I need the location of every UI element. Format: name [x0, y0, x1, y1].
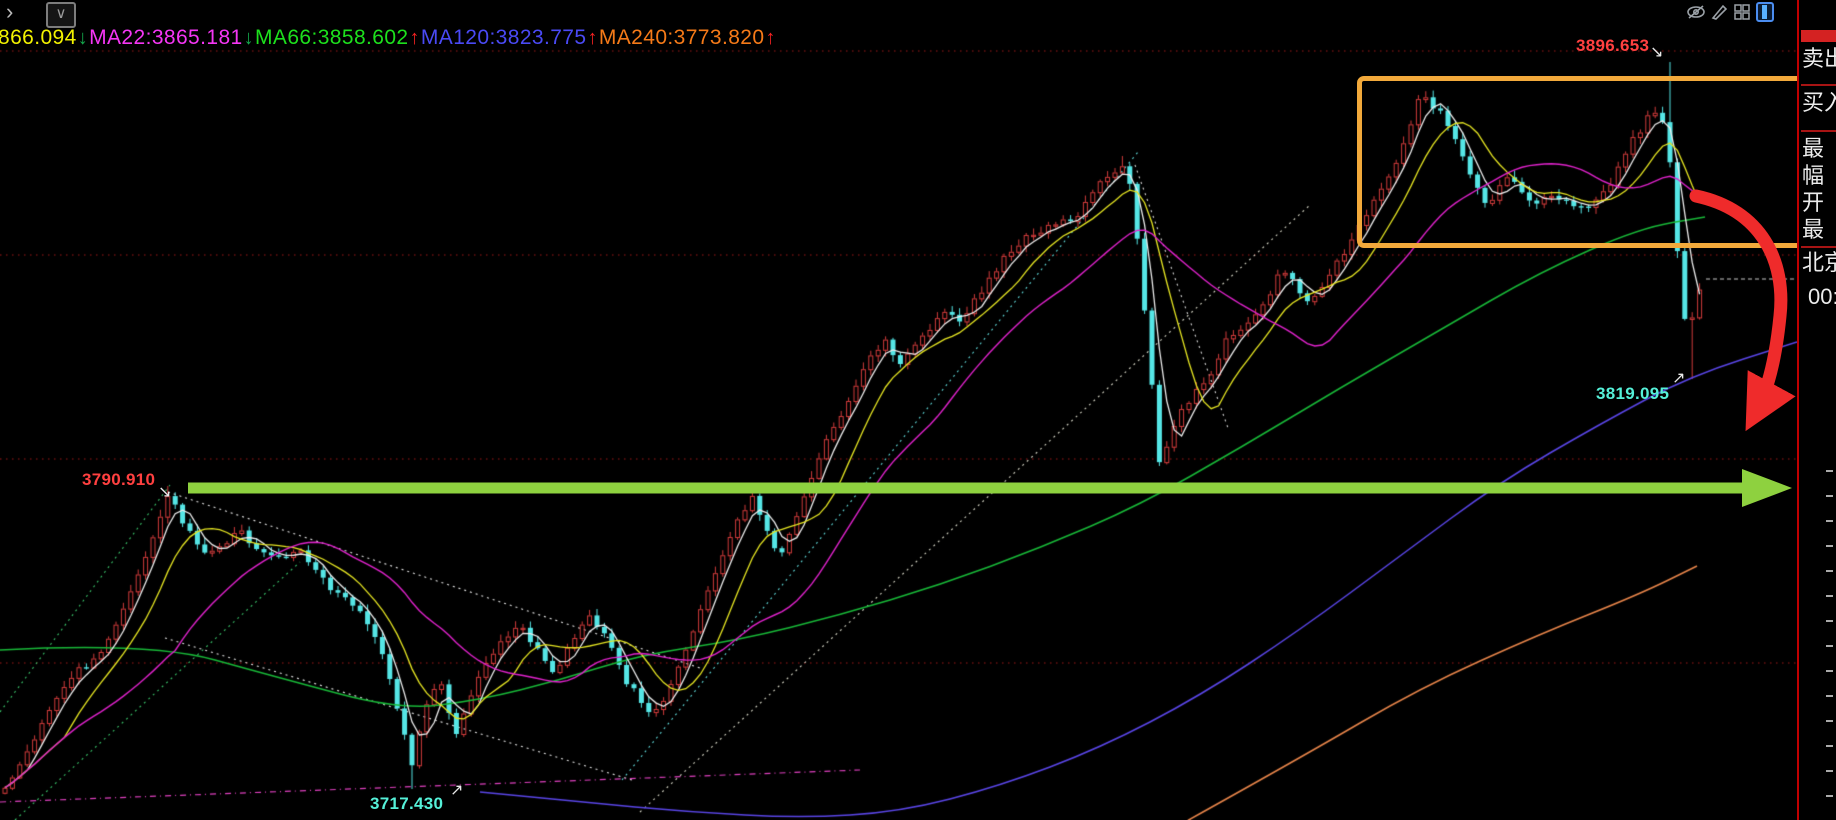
price-axis-tick	[1826, 495, 1833, 497]
quote-panel-tab-bar	[1801, 30, 1836, 42]
price-label-left-peak-arrow-icon: ↘	[158, 484, 172, 501]
price-axis-tick	[1826, 695, 1833, 697]
price-label-left-peak: 3790.910	[82, 470, 156, 489]
draw-pencil-icon[interactable]	[1709, 2, 1729, 22]
legend-item-ma66: MA66:3858.602↑	[255, 26, 420, 49]
beijing-time-value: 00:	[1808, 284, 1836, 309]
highlight-box-annotation[interactable]	[1357, 76, 1805, 248]
price-axis-tick	[1826, 520, 1833, 522]
panel-toggle-icon[interactable]	[1755, 2, 1775, 22]
price-axis-tick	[1826, 620, 1833, 622]
legend-item-ma120: MA120:3823.775↑	[420, 26, 598, 49]
grid-layout-icon[interactable]	[1732, 2, 1752, 22]
collapse-chevron-icon[interactable]: ›	[6, 0, 14, 24]
beijing-time-label: 北京	[1802, 250, 1836, 275]
price-label-high-arrow-icon: ↘	[1650, 44, 1664, 61]
sell-button[interactable]: 卖出	[1802, 46, 1836, 71]
chart-toolbar	[1686, 2, 1775, 22]
price-label-high: 3896.653	[1576, 36, 1650, 55]
legend-item-ma22: MA22:3865.181↓	[89, 26, 255, 49]
legend-item-ma240: MA240:3773.820↑	[598, 26, 776, 49]
eye-off-icon[interactable]	[1686, 2, 1706, 22]
price-label-major-low-arrow-icon: ↗	[450, 782, 464, 799]
price-axis-tick	[1826, 570, 1833, 572]
ma-legend: 866.094↓MA22:3865.181↓MA66:3858.602↑MA12…	[0, 26, 777, 50]
price-axis-tick	[1826, 595, 1833, 597]
price-axis-tick	[1826, 670, 1833, 672]
price-axis-tick	[1826, 770, 1833, 772]
dropdown-toggle-icon[interactable]: ∨	[46, 2, 76, 28]
candlestick-chart-canvas[interactable]	[0, 0, 1797, 820]
legend-item-ma-fast: 866.094↓	[0, 26, 89, 49]
divider	[1801, 84, 1836, 86]
divider	[1801, 246, 1836, 248]
price-label-major-low: 3717.430	[370, 794, 444, 813]
price-axis-tick	[1826, 645, 1833, 647]
quote-field-high: 最	[1802, 217, 1825, 242]
price-axis-tick	[1826, 545, 1833, 547]
quote-field-open: 开	[1802, 190, 1825, 215]
divider	[1801, 130, 1836, 132]
price-label-recent-low-arrow-icon: ↗	[1672, 370, 1686, 387]
quote-field-range: 幅	[1802, 163, 1825, 188]
price-axis-tick	[1826, 470, 1833, 472]
price-label-recent-low: 3819.095	[1596, 384, 1670, 403]
quote-panel: 卖出 买入 最 幅 开 最 北京 00:	[1797, 0, 1836, 820]
price-axis-tick	[1826, 720, 1833, 722]
quote-field-last: 最	[1802, 136, 1825, 161]
price-axis-tick	[1826, 745, 1833, 747]
buy-button[interactable]: 买入	[1802, 90, 1836, 115]
price-axis-tick	[1826, 795, 1833, 797]
